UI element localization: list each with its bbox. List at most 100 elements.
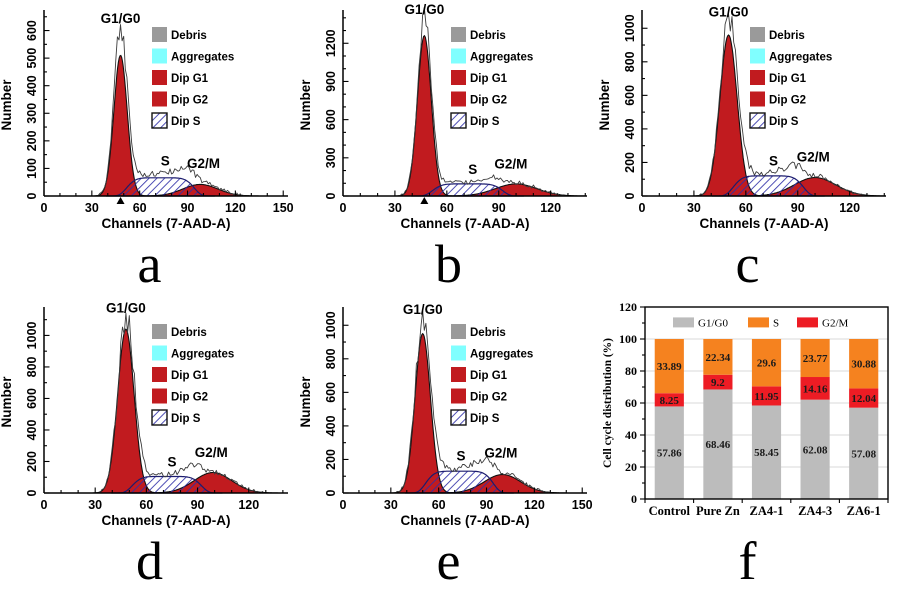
legend: Debris Aggregates Dip G1 Dip G2 Dip S	[450, 27, 533, 129]
svg-text:800: 800	[623, 51, 637, 72]
raw-event-curve	[91, 312, 280, 494]
svg-text:90: 90	[791, 201, 805, 215]
legend-swatch	[152, 91, 167, 107]
legend-swatch	[451, 27, 466, 42]
legend-swatch-hatch	[749, 112, 766, 129]
svg-text:800: 800	[324, 348, 338, 369]
svg-text:1000: 1000	[324, 311, 338, 339]
legend-swatch-hatch	[450, 112, 467, 129]
legend-label: Aggregates	[470, 349, 533, 361]
bar-segment-g1-g0	[751, 405, 782, 499]
tick-labels: 0 30 60 90 120 150 0 100 200 300 400 500 600	[25, 20, 294, 215]
panel-letter-a: a	[137, 234, 162, 294]
g1-peak-marker-icon	[116, 197, 125, 204]
g1-g0-label: G1/G0	[101, 11, 141, 26]
bar-value-label: 9.2	[711, 377, 725, 389]
legend-label: Dip S	[470, 413, 500, 425]
ticks	[342, 324, 583, 494]
svg-text:120: 120	[225, 201, 246, 215]
y-axis-label: Number	[299, 79, 313, 131]
svg-text:90: 90	[492, 201, 506, 215]
svg-text:400: 400	[623, 118, 637, 139]
legend-label: Dip G1	[470, 370, 508, 382]
legend: G1/G0 S G2/M	[673, 317, 849, 329]
legend: Debris Aggregates Dip G1 Dip G2 Dip S	[151, 27, 234, 129]
category-label: ZA4-1	[749, 504, 783, 518]
svg-text:40: 40	[625, 428, 637, 442]
bar-segment-g2-m	[654, 393, 684, 407]
legend-label: Dip S	[769, 116, 799, 128]
svg-text:30: 30	[88, 498, 102, 512]
legend-label: Dip G2	[171, 95, 208, 107]
panel-letter-e: e	[436, 531, 461, 591]
svg-text:90: 90	[181, 201, 195, 215]
g1-g0-label: G1/G0	[709, 5, 749, 20]
svg-text:400: 400	[25, 75, 39, 96]
svg-text:200: 200	[324, 449, 338, 470]
y-axis-label: Number	[598, 79, 612, 131]
legend-swatch	[152, 48, 167, 64]
category-label: ZA6-1	[847, 504, 881, 518]
legend-swatch	[451, 388, 466, 404]
axes	[641, 10, 886, 197]
peak-annotations: G1/G0 S G2/M	[106, 300, 228, 469]
legend-label: Dip G1	[171, 370, 209, 382]
g1-g0-label: G1/G0	[403, 302, 443, 317]
stacked-bar-chart-f: 57.86 8.25 33.89 68.46 9.2 22.34 58.45 11.95 29.…	[602, 300, 889, 518]
bar-value-label: 29.6	[757, 358, 777, 370]
legend-label: Dip S	[470, 116, 500, 128]
svg-text:90: 90	[191, 498, 205, 512]
svg-text:200: 200	[623, 152, 637, 173]
svg-text:90: 90	[480, 498, 494, 512]
legend-swatch	[750, 48, 765, 64]
svg-text:0: 0	[340, 498, 347, 512]
bar-segment-s	[751, 339, 782, 387]
legend-label: Dip S	[171, 116, 201, 128]
svg-text:0: 0	[324, 489, 338, 496]
fitted-populations	[88, 328, 287, 494]
tick-labels: 0 30 60 90 120 150 0 200 400 600 800 1000	[324, 311, 593, 512]
svg-text:800: 800	[25, 356, 39, 377]
bar-value-label: 11.95	[754, 391, 779, 403]
bar-value-label: 57.08	[851, 448, 876, 460]
bar-value-label: 30.88	[851, 359, 876, 371]
legend-label: Aggregates	[470, 52, 533, 64]
panel-letter-f: f	[738, 531, 757, 591]
tick-labels: 0 20 40 60 80 100 120 Control Pure Zn ZA4-1 ZA4-3 Z…	[619, 300, 881, 518]
legend-swatch	[451, 70, 466, 85]
legend-label: G1/G0	[698, 317, 728, 329]
legend-label: Aggregates	[171, 349, 234, 361]
ticks	[43, 319, 284, 494]
bar-value-label: 58.45	[754, 447, 779, 459]
svg-text:60: 60	[432, 498, 446, 512]
legend-swatch	[797, 317, 818, 328]
legend-swatch	[451, 48, 466, 64]
legend-label: Dip G2	[470, 392, 507, 404]
g2-m-label: G2/M	[195, 445, 228, 460]
legend-label: Debris	[171, 30, 207, 42]
dip-s-area	[712, 175, 825, 197]
ticks	[641, 27, 885, 197]
bar-segment-g1-g0	[703, 389, 733, 499]
svg-text:0: 0	[639, 201, 646, 215]
bar-segment-g2-m	[800, 377, 830, 400]
svg-text:0: 0	[324, 192, 338, 199]
peak-annotations: G1/G0 S G2/M	[709, 5, 830, 169]
svg-text:30: 30	[687, 201, 701, 215]
g1-g0-label: G1/G0	[404, 2, 444, 17]
legend: Debris Aggregates Dip G1 Dip G2 Dip S	[450, 324, 533, 426]
svg-text:120: 120	[238, 498, 259, 512]
panel-f: 57.86 8.25 33.89 68.46 9.2 22.34 58.45 11.95 29.…	[598, 297, 897, 594]
svg-text:100: 100	[619, 332, 637, 346]
category-label: ZA4-3	[798, 504, 832, 518]
svg-text:600: 600	[25, 388, 39, 409]
y-axis-label: Number	[0, 79, 14, 131]
raw-event-curve	[391, 6, 575, 197]
peak-annotations: G1/G0 S G2/M	[404, 2, 527, 177]
x-axis-label: Channels (7-AAD-A)	[101, 513, 230, 528]
tick-labels: 0 30 60 90 120 0 200 400 600 800 1000	[623, 14, 860, 215]
legend-swatch-hatch	[450, 409, 467, 426]
legend-swatch	[451, 367, 466, 382]
svg-text:60: 60	[440, 201, 454, 215]
svg-text:1000: 1000	[25, 321, 39, 349]
